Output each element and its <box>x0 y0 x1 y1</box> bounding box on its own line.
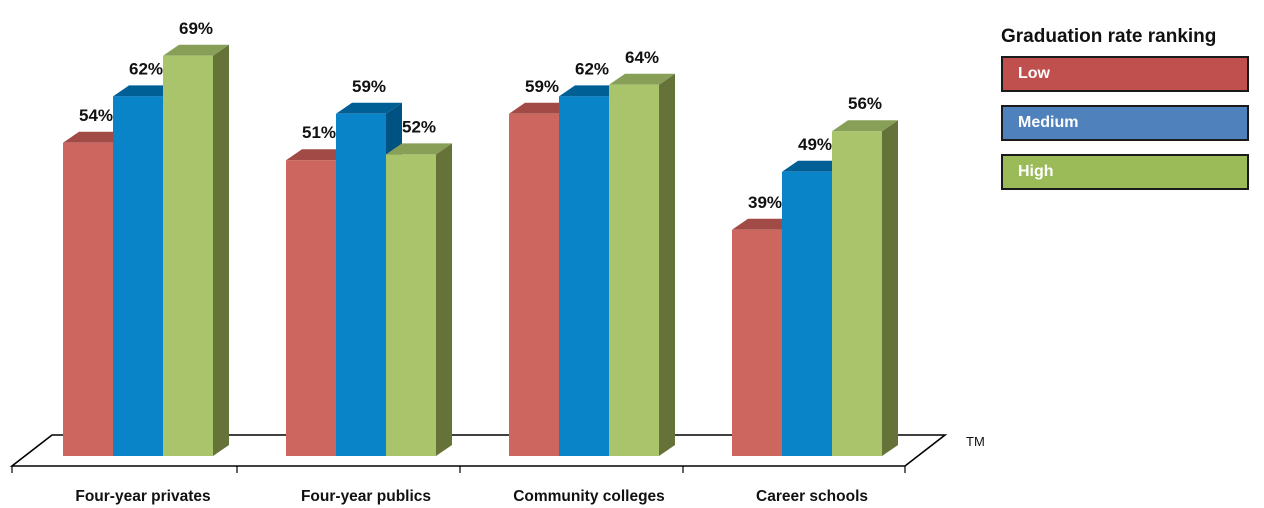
bar-top-face <box>113 85 179 97</box>
legend-item-medium: Medium <box>1001 105 1249 141</box>
bar-front-face <box>732 229 782 456</box>
category-label: Community colleges <box>513 488 665 505</box>
value-label-low: 54% <box>79 106 113 125</box>
bar-high <box>386 143 452 456</box>
legend-item-high: High <box>1001 154 1249 190</box>
bar-top-face <box>509 102 575 114</box>
bar-top-face <box>732 218 798 230</box>
bar-high <box>163 44 229 457</box>
value-label-high: 56% <box>848 94 882 113</box>
bar-front-face <box>559 96 609 457</box>
bar-group <box>63 44 898 457</box>
category-label: Four-year publics <box>301 488 431 505</box>
bar-front-face <box>509 113 559 457</box>
bar-high <box>609 73 675 457</box>
chart-floor <box>9 434 948 473</box>
bar-top-face <box>559 85 625 97</box>
value-label-low: 59% <box>525 77 559 96</box>
bar-top-face <box>163 44 229 56</box>
bar-top-face <box>832 120 898 132</box>
bar-front-face <box>63 142 113 457</box>
trademark-label: TM <box>966 434 985 449</box>
bar-top-face <box>336 102 402 114</box>
value-label-low: 51% <box>302 123 336 142</box>
bar-top-face <box>63 131 129 143</box>
value-label-high: 69% <box>179 19 213 38</box>
bar-front-face <box>609 84 659 457</box>
category-label: Career schools <box>756 488 868 505</box>
category-label: Four-year privates <box>75 488 210 505</box>
value-label-high: 64% <box>625 48 659 67</box>
legend: Graduation rate ranking Low Medium High <box>1001 26 1249 203</box>
value-label-medium: 62% <box>129 59 163 78</box>
bar-side-face <box>659 73 675 457</box>
bar-side-face <box>882 120 898 456</box>
bar-top-face <box>286 149 352 161</box>
bar-top-face <box>609 73 675 85</box>
bar-front-face <box>113 96 163 457</box>
bar-side-face <box>436 143 452 456</box>
bar-side-face <box>213 44 229 457</box>
bar-front-face <box>336 113 386 457</box>
bar-high <box>832 120 898 456</box>
bar-front-face <box>386 154 436 456</box>
bar-front-face <box>286 160 336 456</box>
category-label-group: Four-year privates Four-year publics Commu… <box>75 488 868 505</box>
bar-front-face <box>832 131 882 456</box>
bar-top-face <box>386 143 452 155</box>
bar-front-face <box>782 171 832 457</box>
value-label-high: 52% <box>402 117 436 136</box>
value-label-group: 54% 62% 69% 51% 59% 52% 59% 62% 64% 39% 49% 56% <box>79 19 882 212</box>
legend-item-low: Low <box>1001 56 1249 92</box>
value-label-medium: 62% <box>575 59 609 78</box>
legend-title: Graduation rate ranking <box>1001 26 1217 47</box>
floor-plane <box>9 434 948 467</box>
value-label-low: 39% <box>748 193 782 212</box>
bar-front-face <box>163 55 213 457</box>
bar-top-face <box>782 160 848 172</box>
value-label-medium: 59% <box>352 77 386 96</box>
value-label-medium: 49% <box>798 135 832 154</box>
